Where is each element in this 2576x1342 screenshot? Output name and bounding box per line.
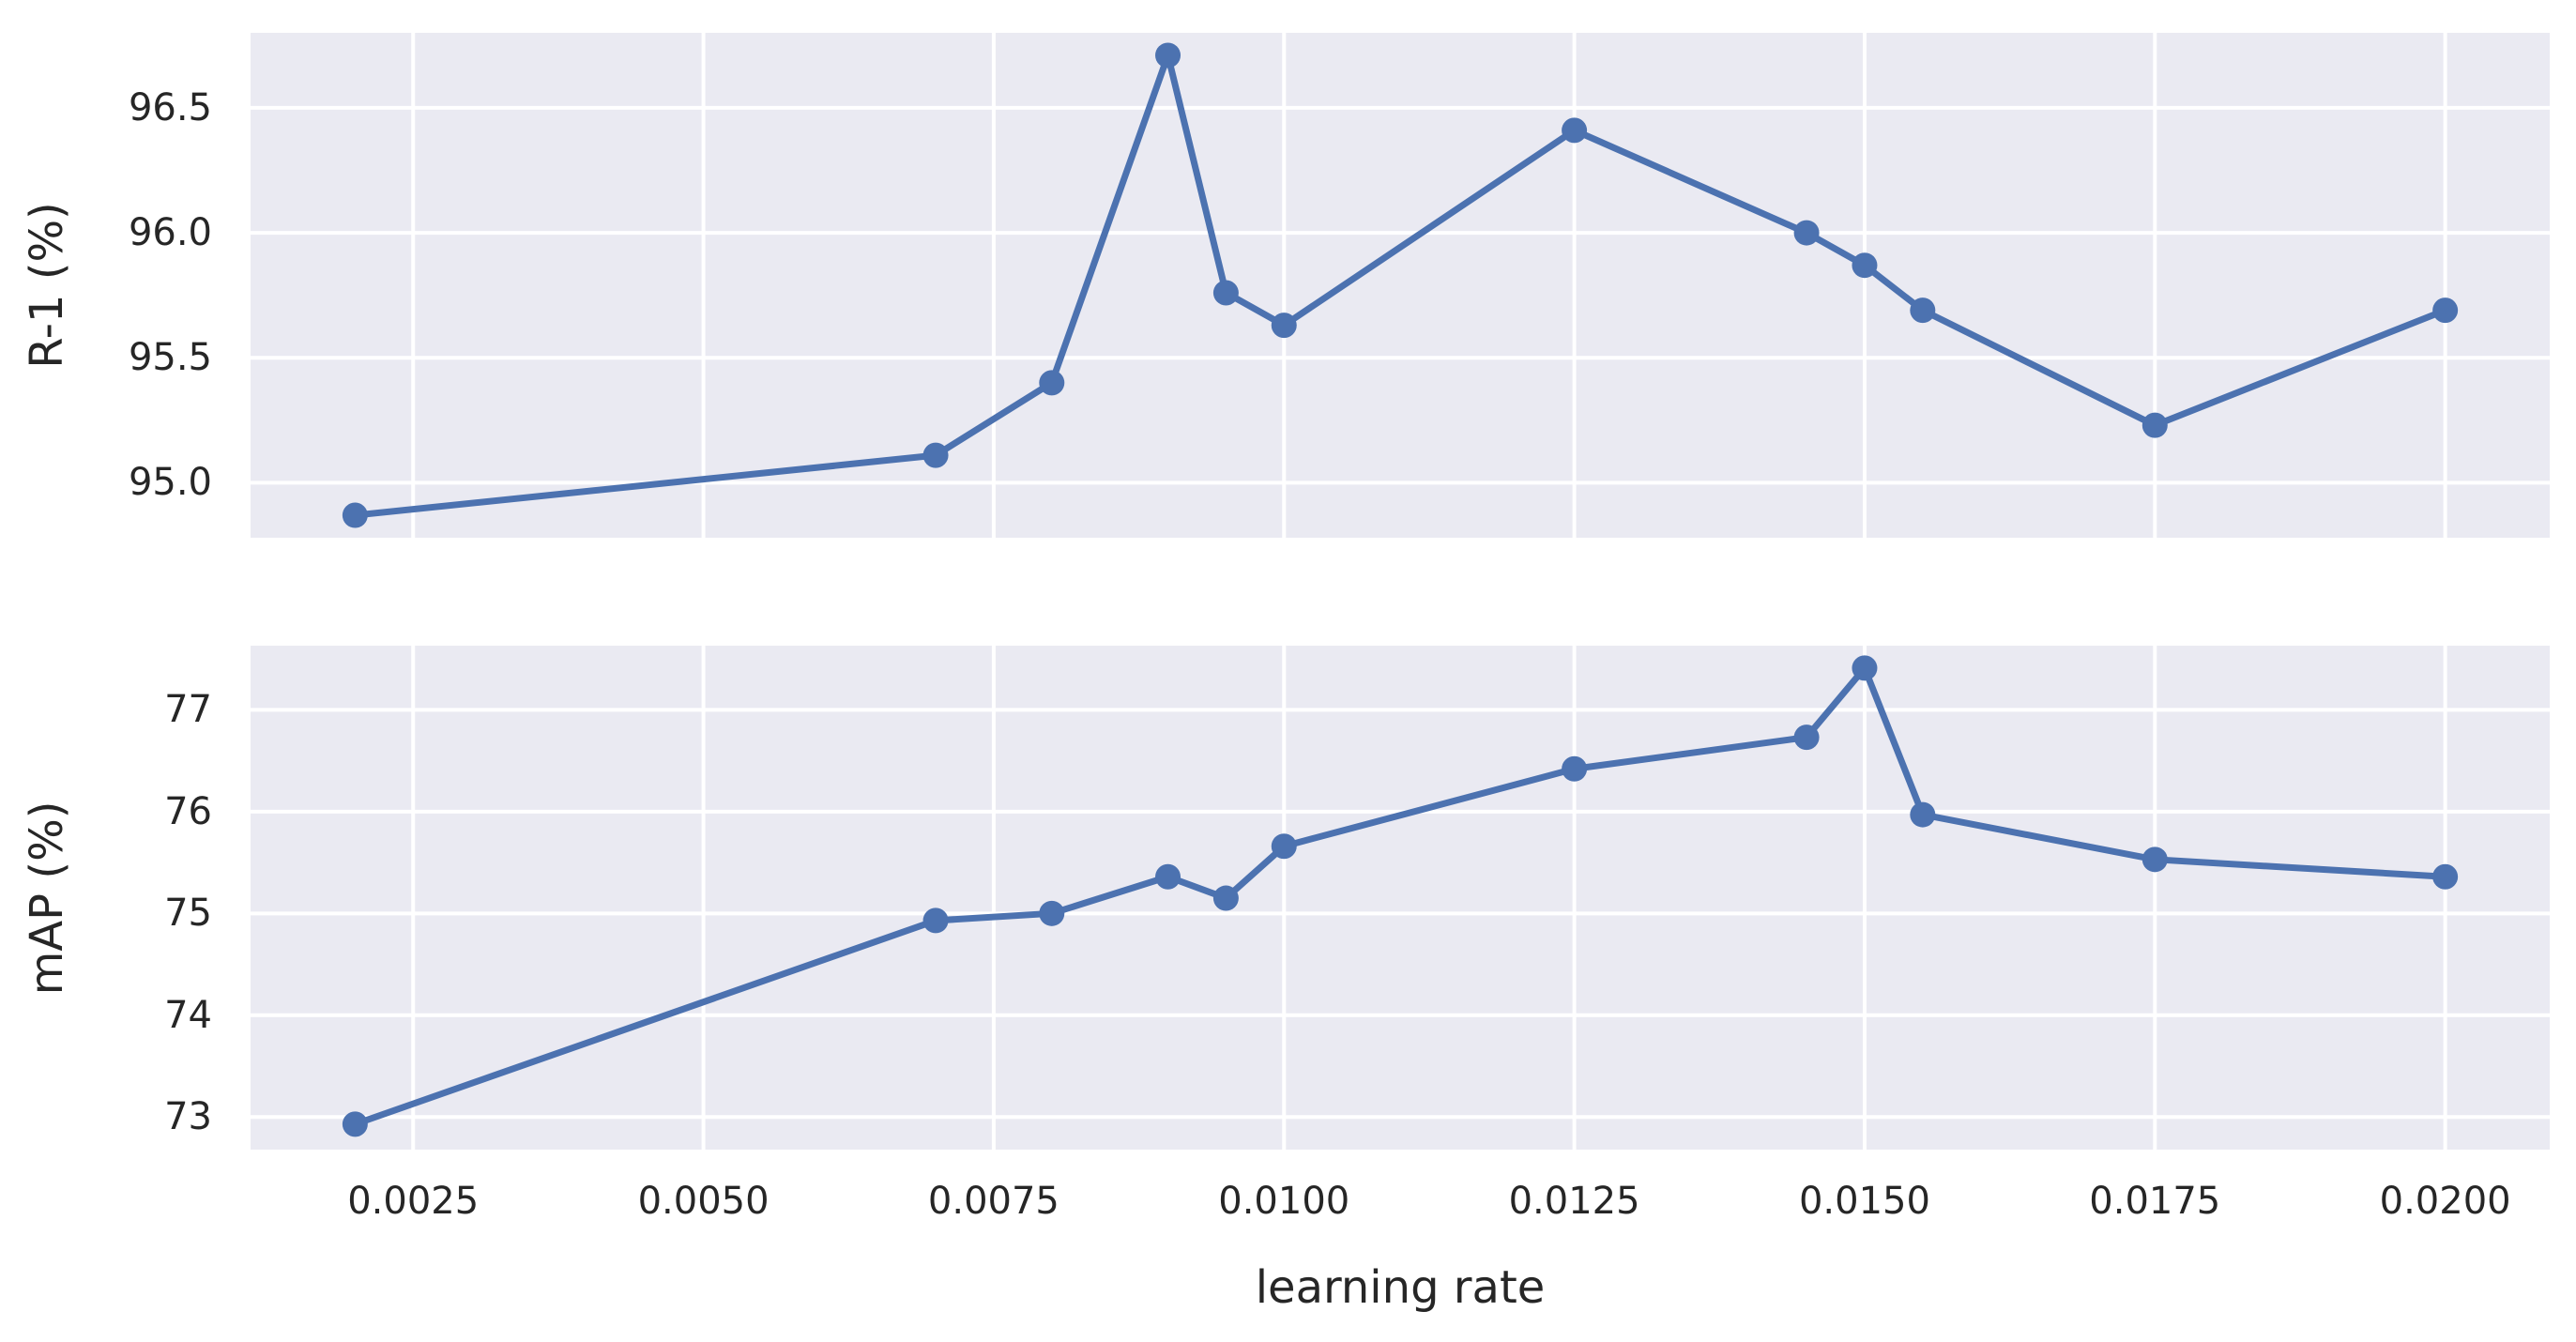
x-tick-label: 0.0025	[347, 1180, 480, 1223]
r1-y-tick-label: 96.5	[128, 85, 212, 130]
r1-data-point-marker	[1793, 220, 1820, 246]
map-data-point-marker	[342, 1111, 368, 1137]
map-data-point-marker	[1039, 900, 1065, 926]
r1-y-tick-label: 96.0	[128, 211, 212, 255]
plot-background	[251, 646, 2550, 1150]
r1-data-point-marker	[2432, 297, 2459, 324]
map-plot-area	[251, 646, 2550, 1150]
r1-y-tick-label: 95.0	[128, 461, 212, 505]
r1-data-point-marker	[922, 442, 949, 468]
map-y-tick-label: 73	[164, 1095, 212, 1139]
x-tick-label: 0.0200	[2379, 1180, 2511, 1223]
x-axis-title: learning rate	[1255, 1261, 1546, 1314]
r1-data-point-marker	[1155, 42, 1181, 69]
x-tick-label: 0.0175	[2089, 1180, 2221, 1223]
map-y-tick-label: 77	[164, 688, 212, 732]
map-data-point-marker	[2432, 863, 2459, 890]
r1-data-point-marker	[1039, 370, 1065, 396]
x-tick-label: 0.0050	[637, 1180, 770, 1223]
plot-background	[251, 33, 2550, 538]
r1-data-point-marker	[1212, 280, 1239, 306]
map-y-tick-label: 75	[164, 892, 212, 936]
x-tick-label: 0.0075	[927, 1180, 1059, 1223]
r1-data-point-marker	[2142, 412, 2168, 438]
map-data-point-marker	[2142, 846, 2168, 873]
r1-data-point-marker	[1562, 117, 1588, 144]
map-y-tick-label: 76	[164, 789, 212, 833]
r1-chart-svg	[251, 33, 2550, 538]
map-line-series	[351, 664, 2449, 1128]
r1-line-series	[351, 52, 2449, 519]
r1-plot-area	[251, 33, 2550, 538]
map-data-point-marker	[1562, 755, 1588, 782]
map-data-point-marker	[1910, 801, 1936, 828]
map-data-point-marker	[1212, 885, 1239, 911]
x-tick-label: 0.0150	[1798, 1180, 1930, 1223]
map-chart-svg	[251, 646, 2550, 1150]
map-data-point-marker	[922, 907, 949, 934]
map-data-point-marker	[1793, 724, 1820, 751]
map-data-point-marker	[1271, 833, 1297, 860]
map-y-tick-label: 74	[164, 993, 212, 1037]
x-tick-label: 0.0100	[1218, 1180, 1350, 1223]
r1-data-point-marker	[1910, 297, 1936, 324]
r1-y-tick-label: 95.5	[128, 336, 212, 380]
map-data-point-marker	[1155, 863, 1181, 890]
r1-data-point-marker	[1852, 252, 1878, 279]
map-data-point-marker	[1852, 655, 1878, 681]
r1-data-point-marker	[342, 502, 368, 528]
r1-data-point-marker	[1271, 313, 1297, 339]
x-tick-label: 0.0125	[1508, 1180, 1640, 1223]
